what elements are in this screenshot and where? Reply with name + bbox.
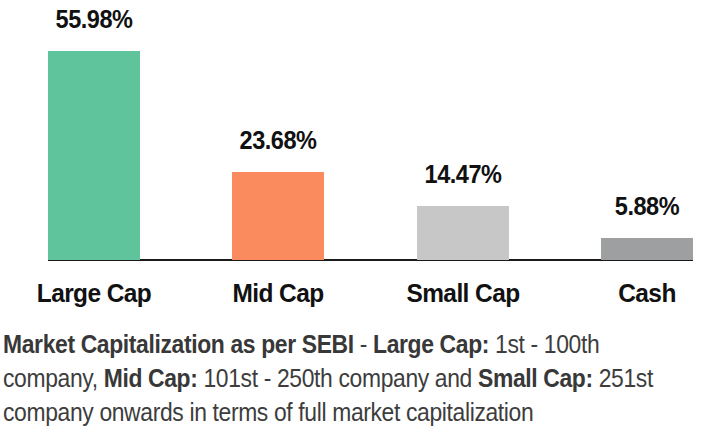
- market-cap-bar-chart: 55.98% Large Cap 23.68% Mid Cap 14.47% Small …: [0, 0, 712, 316]
- footnote-text: 251st: [593, 363, 653, 393]
- bar-large-cap: [48, 51, 140, 260]
- bar-mid-cap: [232, 172, 324, 260]
- footnote: Market Capitalization as per SEBI - Larg…: [3, 327, 712, 429]
- bar-small-cap: [417, 206, 509, 260]
- bar-cash: [601, 238, 693, 260]
- bar-value-label: 14.47%: [424, 160, 501, 189]
- category-label-small-cap: Small Cap: [406, 278, 519, 309]
- category-label-cash: Cash: [618, 278, 676, 309]
- category-label-mid-cap: Mid Cap: [233, 278, 324, 309]
- footnote-text: company,: [3, 363, 104, 393]
- bar-value-label: 5.88%: [615, 192, 679, 221]
- footnote-line-3: company onwards in terms of full market …: [3, 395, 712, 429]
- footnote-text: company onwards in terms of full market …: [3, 397, 533, 427]
- footnote-line-1: Market Capitalization as per SEBI - Larg…: [3, 327, 712, 361]
- footnote-bold-text: Small Cap:: [478, 363, 593, 393]
- footnote-text: 101st - 250th company and: [197, 363, 478, 393]
- footnote-line-2: company, Mid Cap: 101st - 250th company …: [3, 361, 712, 395]
- footnote-text: 1st - 100th: [489, 329, 599, 359]
- footnote-bold-text: Mid Cap:: [104, 363, 198, 393]
- bar-value-label: 55.98%: [56, 5, 133, 34]
- footnote-bold-text: Market Capitalization as per SEBI: [3, 329, 354, 359]
- footnote-bold-text: Large Cap:: [373, 329, 489, 359]
- bar-value-label: 23.68%: [240, 126, 317, 155]
- footnote-text: -: [354, 329, 373, 359]
- category-label-large-cap: Large Cap: [37, 278, 151, 309]
- x-axis-line: [48, 259, 693, 261]
